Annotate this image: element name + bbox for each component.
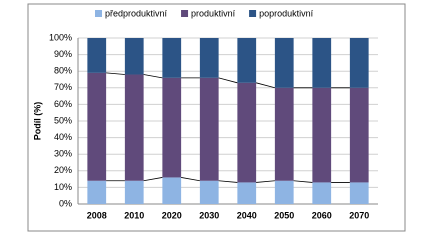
y-tick-label: 100% bbox=[49, 32, 72, 42]
bar-segment bbox=[237, 82, 257, 183]
bar-segment bbox=[237, 182, 257, 204]
series-line bbox=[256, 180, 275, 183]
series-line bbox=[143, 177, 163, 182]
bar-segment bbox=[124, 38, 144, 75]
legend-swatch bbox=[181, 10, 189, 17]
bar-segment bbox=[87, 38, 107, 73]
x-tick-label: 2050 bbox=[274, 210, 294, 220]
bar-segment bbox=[162, 177, 182, 204]
bar-segment bbox=[312, 182, 332, 204]
bar-segment bbox=[162, 77, 182, 178]
bar-segment bbox=[274, 87, 294, 181]
bar-segment bbox=[199, 180, 219, 204]
series-line bbox=[143, 74, 163, 79]
bar-segment bbox=[349, 38, 369, 88]
chart: Podíl (%) 0% 10% 20% 30% 40% 50% 60% 70% 80% 90% 1… bbox=[27, 3, 406, 232]
series-line bbox=[293, 180, 313, 183]
series-line bbox=[106, 72, 125, 75]
bar-segment bbox=[237, 38, 257, 83]
y-tick-label: 70% bbox=[54, 82, 72, 92]
y-tick-label: 60% bbox=[54, 99, 72, 109]
x-tick-label: 2010 bbox=[124, 210, 144, 220]
bar-segment bbox=[199, 77, 219, 181]
y-tick-label: 50% bbox=[54, 115, 72, 125]
bar-segment bbox=[274, 38, 294, 88]
bar-segment bbox=[349, 87, 369, 183]
x-tick-label: 2060 bbox=[312, 210, 332, 220]
bar-segment bbox=[124, 74, 144, 181]
y-tick-label: 80% bbox=[54, 66, 72, 76]
bar-segment bbox=[124, 180, 144, 204]
series-line bbox=[218, 77, 238, 84]
bar-segment bbox=[162, 38, 182, 78]
y-tick-label: 10% bbox=[54, 182, 72, 192]
legend-swatch bbox=[249, 10, 257, 17]
series-line bbox=[218, 180, 238, 183]
x-tick-label: 2030 bbox=[199, 210, 219, 220]
x-tick-label: 2008 bbox=[87, 210, 107, 220]
x-tick-label: 2020 bbox=[162, 210, 182, 220]
x-tick-label: 2070 bbox=[349, 210, 369, 220]
legend-swatch bbox=[95, 10, 102, 17]
y-axis-label: Podíl (%) bbox=[32, 102, 42, 141]
x-tick-label: 2040 bbox=[237, 210, 257, 220]
y-tick-label: 40% bbox=[54, 132, 72, 142]
bar-segment bbox=[312, 87, 332, 183]
bar-segment bbox=[87, 72, 107, 181]
bar-segment bbox=[349, 182, 369, 204]
bar-segment bbox=[87, 180, 107, 204]
series-line bbox=[256, 82, 275, 89]
legend-label: poproduktivní bbox=[259, 8, 314, 18]
y-tick-label: 20% bbox=[54, 165, 72, 175]
y-tick-label: 90% bbox=[54, 49, 72, 59]
legend-label: předproduktivní bbox=[105, 8, 168, 18]
bar-segment bbox=[274, 180, 294, 204]
y-tick-label: 30% bbox=[54, 149, 72, 159]
y-tick-label: 0% bbox=[59, 198, 72, 208]
legend-label: produktivní bbox=[191, 8, 236, 18]
series-line bbox=[181, 177, 200, 182]
bar-segment bbox=[199, 38, 219, 78]
bar-segment bbox=[312, 38, 332, 88]
